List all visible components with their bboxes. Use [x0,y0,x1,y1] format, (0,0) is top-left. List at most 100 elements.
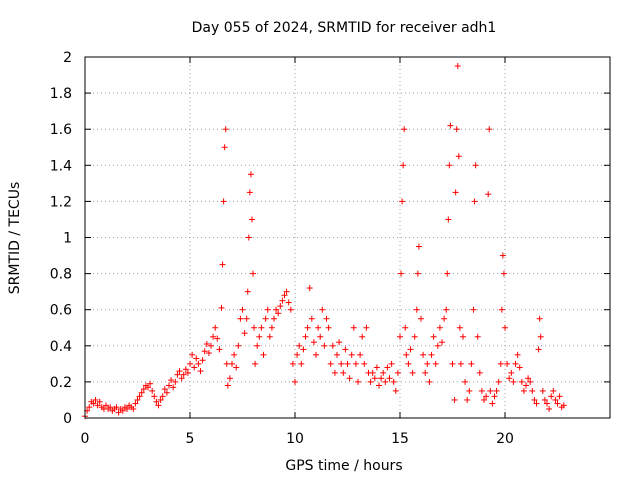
data-point [260,351,267,358]
data-point [285,299,292,306]
data-point [340,369,347,376]
data-point [544,400,550,407]
data-point [294,351,301,358]
data-point [378,375,385,382]
data-point [411,333,418,340]
data-point [262,315,269,322]
data-point [212,324,219,331]
data-point [243,315,250,322]
chart-title: Day 055 of 2024, SRMTID for receiver adh… [192,20,497,36]
data-point [462,378,469,385]
data-point [415,243,422,250]
data-point [487,387,494,394]
data-point [457,360,464,367]
data-point [453,126,460,133]
data-point [323,315,330,322]
data-point [191,364,198,371]
data-point [222,126,229,133]
data-point [489,400,496,407]
ticks-layer: 00.20.40.60.811.21.41.61.820 5 10 15 20 [50,50,610,447]
data-point [149,387,156,394]
data-point [174,371,181,378]
data-point [289,360,296,367]
data-point [499,252,506,259]
data-point [107,404,114,411]
data-point [541,396,548,403]
data-point [258,324,265,331]
x-tick-label: 0 [81,431,90,447]
data-point [283,288,290,295]
data-point [277,303,284,310]
data-point [266,333,273,340]
data-point [398,270,405,277]
data-point [449,360,456,367]
data-point [504,360,511,367]
data-point [336,339,343,346]
data-point [402,324,409,331]
data-point [180,371,187,378]
data-point [485,191,492,198]
data-point [94,402,101,409]
data-point [493,387,500,394]
data-point [239,306,246,313]
data-point [237,315,244,322]
data-point [163,389,170,396]
data-point [281,292,288,299]
data-point [271,315,277,322]
data-point [92,396,99,403]
data-point [233,364,240,371]
data-point [136,393,143,400]
y-tick-label: 0 [63,411,72,427]
y-tick-label: 1.6 [50,122,72,138]
data-point [537,333,544,340]
data-point [147,380,154,387]
data-point [331,369,338,376]
data-point [329,342,336,349]
data-point [367,378,374,385]
data-point [203,340,210,347]
data-point [344,360,351,367]
data-point [401,126,408,133]
data-point [430,333,437,340]
data-point [474,333,481,340]
data-point [155,402,162,409]
data-point [138,389,145,396]
data-point [151,393,158,400]
data-point [273,306,280,313]
data-point [361,360,368,367]
data-point [250,270,256,277]
data-point [223,360,230,367]
data-point [220,198,227,205]
data-point [346,375,353,382]
data-point [216,346,223,353]
data-point [452,189,459,196]
data-point [500,270,507,277]
y-tick-label: 0.8 [50,267,72,283]
data-point [548,393,555,400]
data-point [134,396,141,403]
data-point [471,198,478,205]
data-point [342,346,349,353]
data-point [90,400,97,407]
data-point [447,122,454,129]
data-point [327,360,334,367]
data-point [256,333,263,340]
data-point [502,324,508,331]
data-point [325,324,332,331]
data-point [443,306,450,313]
data-point [182,366,189,373]
data-point [292,378,298,385]
data-point [168,377,175,384]
data-point [552,396,559,403]
data-point [304,324,311,331]
y-tick-label: 0.4 [50,339,72,355]
data-point [376,382,382,389]
data-point [418,315,424,322]
data-point [405,360,412,367]
x-axis-label: GPS time / hours [285,458,402,474]
data-point [455,153,462,160]
data-point [495,378,502,385]
data-point [248,216,255,223]
y-tick-label: 1.4 [50,158,72,174]
